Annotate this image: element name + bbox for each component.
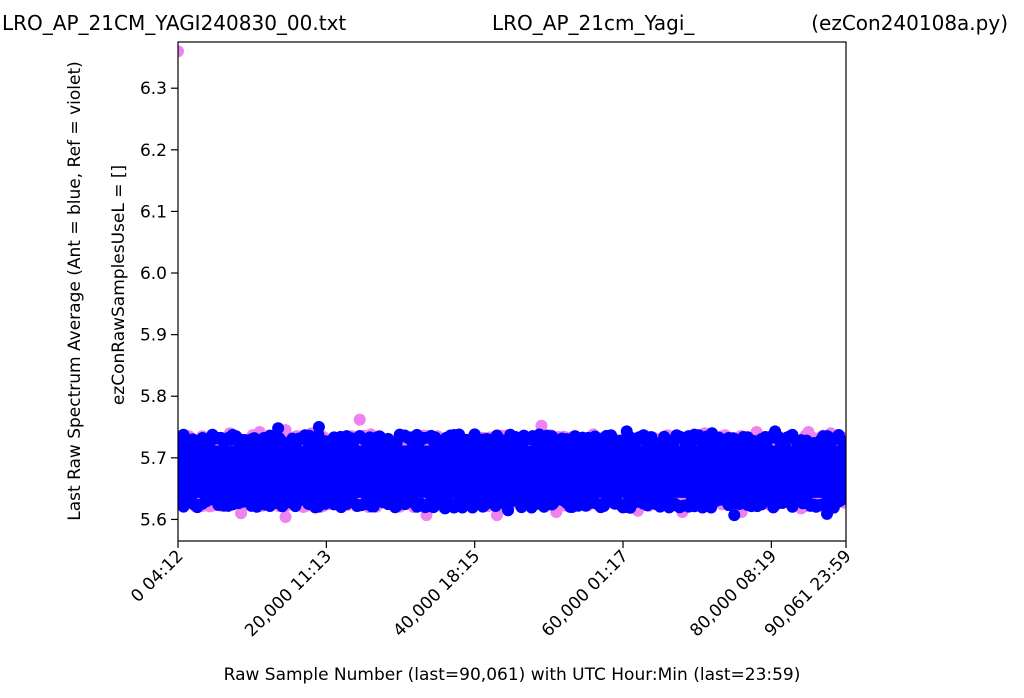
title-left: LRO_AP_21CM_YAGI240830_00.txt: [2, 11, 346, 35]
data-point: [620, 425, 633, 438]
title-right: (ezCon240108a.py): [811, 11, 1008, 35]
y-axis: 5.6 5.7 5.8 5.9 6.0 6.1 6.2 6.3: [140, 79, 178, 530]
title-center: LRO_AP_21cm_Yagi_: [492, 11, 695, 35]
y-tick-label: 6.2: [140, 141, 167, 161]
y-tick-label: 6.0: [140, 264, 167, 284]
data-point: [706, 427, 719, 440]
data-point: [439, 502, 452, 515]
data-point: [468, 428, 481, 441]
y-axis-label-inner: ezConRawSamplesUseL = []: [109, 165, 129, 405]
y-tick-label: 6.3: [140, 79, 167, 99]
data-point: [272, 422, 285, 435]
plot-points: [178, 45, 846, 523]
series-band: [178, 445, 846, 498]
series-1: [178, 421, 846, 522]
data-point: [178, 45, 184, 58]
data-point: [769, 425, 782, 438]
data-point: [394, 430, 407, 443]
data-point: [728, 509, 741, 522]
y-tick-label: 6.1: [140, 202, 167, 222]
y-tick-label: 5.6: [140, 510, 167, 530]
data-point: [490, 509, 503, 522]
y-tick-label: 5.8: [140, 387, 167, 407]
data-point: [186, 433, 199, 446]
data-point: [235, 507, 248, 520]
data-point: [838, 492, 846, 505]
y-axis-label-outer: Last Raw Spectrum Average (Ant = blue, R…: [65, 61, 85, 521]
data-point: [502, 504, 515, 517]
data-point: [246, 498, 259, 511]
data-point: [279, 510, 292, 523]
data-point: [817, 430, 830, 443]
data-point: [442, 438, 455, 451]
data-point: [353, 413, 366, 426]
data-point: [335, 501, 348, 514]
x-axis-label: Raw Sample Number (last=90,061) with UTC…: [224, 665, 801, 685]
data-point: [821, 507, 834, 520]
data-point: [259, 439, 272, 452]
plot-area: [177, 41, 847, 542]
data-point: [594, 501, 607, 514]
data-point: [661, 499, 674, 512]
y-tick-label: 5.9: [140, 326, 167, 346]
data-point: [838, 436, 846, 449]
y-tick-label: 5.7: [140, 449, 167, 469]
data-point: [312, 421, 325, 434]
